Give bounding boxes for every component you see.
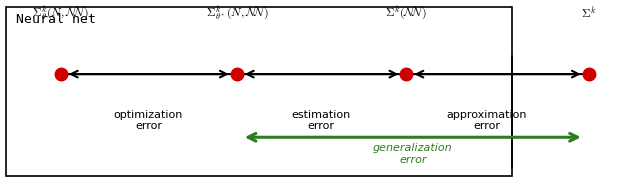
Text: optimization
error: optimization error: [114, 110, 183, 131]
Text: $\Sigma^{k}(\mathcal{N}\!\mathcal{N})$: $\Sigma^{k}(\mathcal{N}\!\mathcal{N})$: [385, 5, 428, 22]
Bar: [6, 7, 512, 176]
Text: $\Sigma^k$: $\Sigma^k$: [581, 7, 596, 22]
Text: $\Sigma_{\theta}^{k}(N, \mathcal{N}\!\mathcal{N})$: $\Sigma_{\theta}^{k}(N, \mathcal{N}\!\ma…: [33, 5, 89, 22]
Text: Neural net: Neural net: [16, 13, 96, 26]
Text: $\Sigma_{\theta^*}^{k}(N, \mathcal{N}\!\mathcal{N})$: $\Sigma_{\theta^*}^{k}(N, \mathcal{N}\!\…: [205, 5, 268, 22]
Text: approximation
error: approximation error: [446, 110, 527, 131]
Text: generalization
error: generalization error: [373, 143, 452, 165]
Text: estimation
error: estimation error: [292, 110, 351, 131]
